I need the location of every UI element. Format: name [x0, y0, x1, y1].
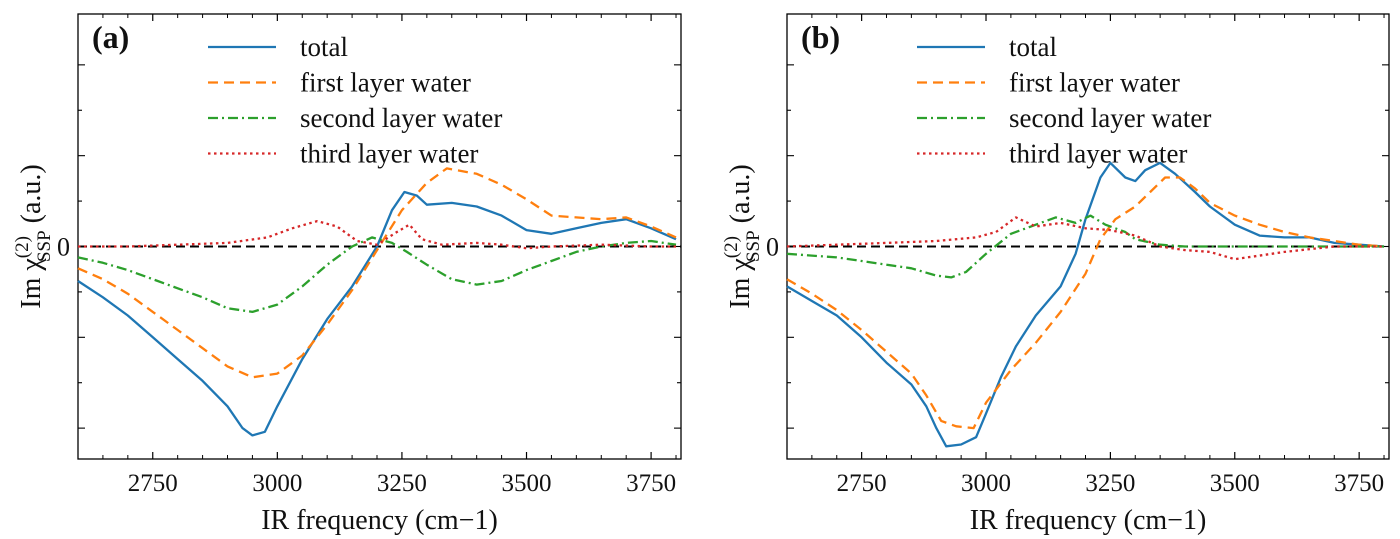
y-axis-label: Im χ(2)SSP (a.u.): [12, 164, 55, 308]
x-tick-label: 3250: [377, 470, 427, 497]
x-tick-label: 3500: [1210, 470, 1260, 497]
panel-a: 2750 3000 3250 3500 3750 0 (a) total first layer…: [12, 13, 682, 536]
x-tick-label: 3000: [961, 470, 1011, 497]
y-tick-label-zero: 0: [57, 232, 70, 261]
legend-label: total: [300, 32, 348, 62]
plot-frame: [786, 13, 1390, 460]
legend-label: second layer water: [300, 103, 502, 133]
x-axis-label: IR frequency (cm−1): [970, 505, 1207, 536]
legend-label: second layer water: [1009, 103, 1211, 133]
series-line-total: [77, 190, 677, 437]
x-tick-label: 3750: [1334, 470, 1384, 497]
y-tick-label-zero: 0: [766, 232, 779, 261]
panel-label: (b): [801, 19, 840, 55]
x-tick-label: 3750: [626, 470, 676, 497]
x-tick-label: 3000: [252, 470, 302, 497]
panel-b: 2750 3000 3250 3500 3750 0 (b) total first layer…: [721, 13, 1390, 536]
legend-label: total: [1009, 32, 1057, 62]
x-tick-label: 2750: [837, 470, 887, 497]
series-line-second-layer-water: [77, 236, 677, 314]
x-tick-label: 3250: [1085, 470, 1135, 497]
y-axis-label: Im χ(2)SSP (a.u.): [721, 164, 764, 308]
x-tick-label: 3500: [502, 470, 552, 497]
legend-label: third layer water: [300, 139, 478, 169]
series-line-total: [786, 161, 1385, 448]
legend-label: third layer water: [1009, 139, 1187, 169]
series-line-first-layer-water: [77, 167, 677, 379]
legend-label: first layer water: [300, 68, 471, 98]
x-tick-label: 2750: [128, 470, 178, 497]
panel-label: (a): [92, 19, 129, 55]
legend-label: first layer water: [1009, 68, 1180, 98]
series-line-third-layer-water: [786, 216, 1384, 261]
series-line-third-layer-water: [78, 219, 676, 250]
plot-frame: [77, 13, 682, 460]
x-axis-label: IR frequency (cm−1): [261, 505, 498, 536]
series-line-second-layer-water: [786, 214, 1384, 279]
series-line-first-layer-water: [786, 176, 1385, 430]
